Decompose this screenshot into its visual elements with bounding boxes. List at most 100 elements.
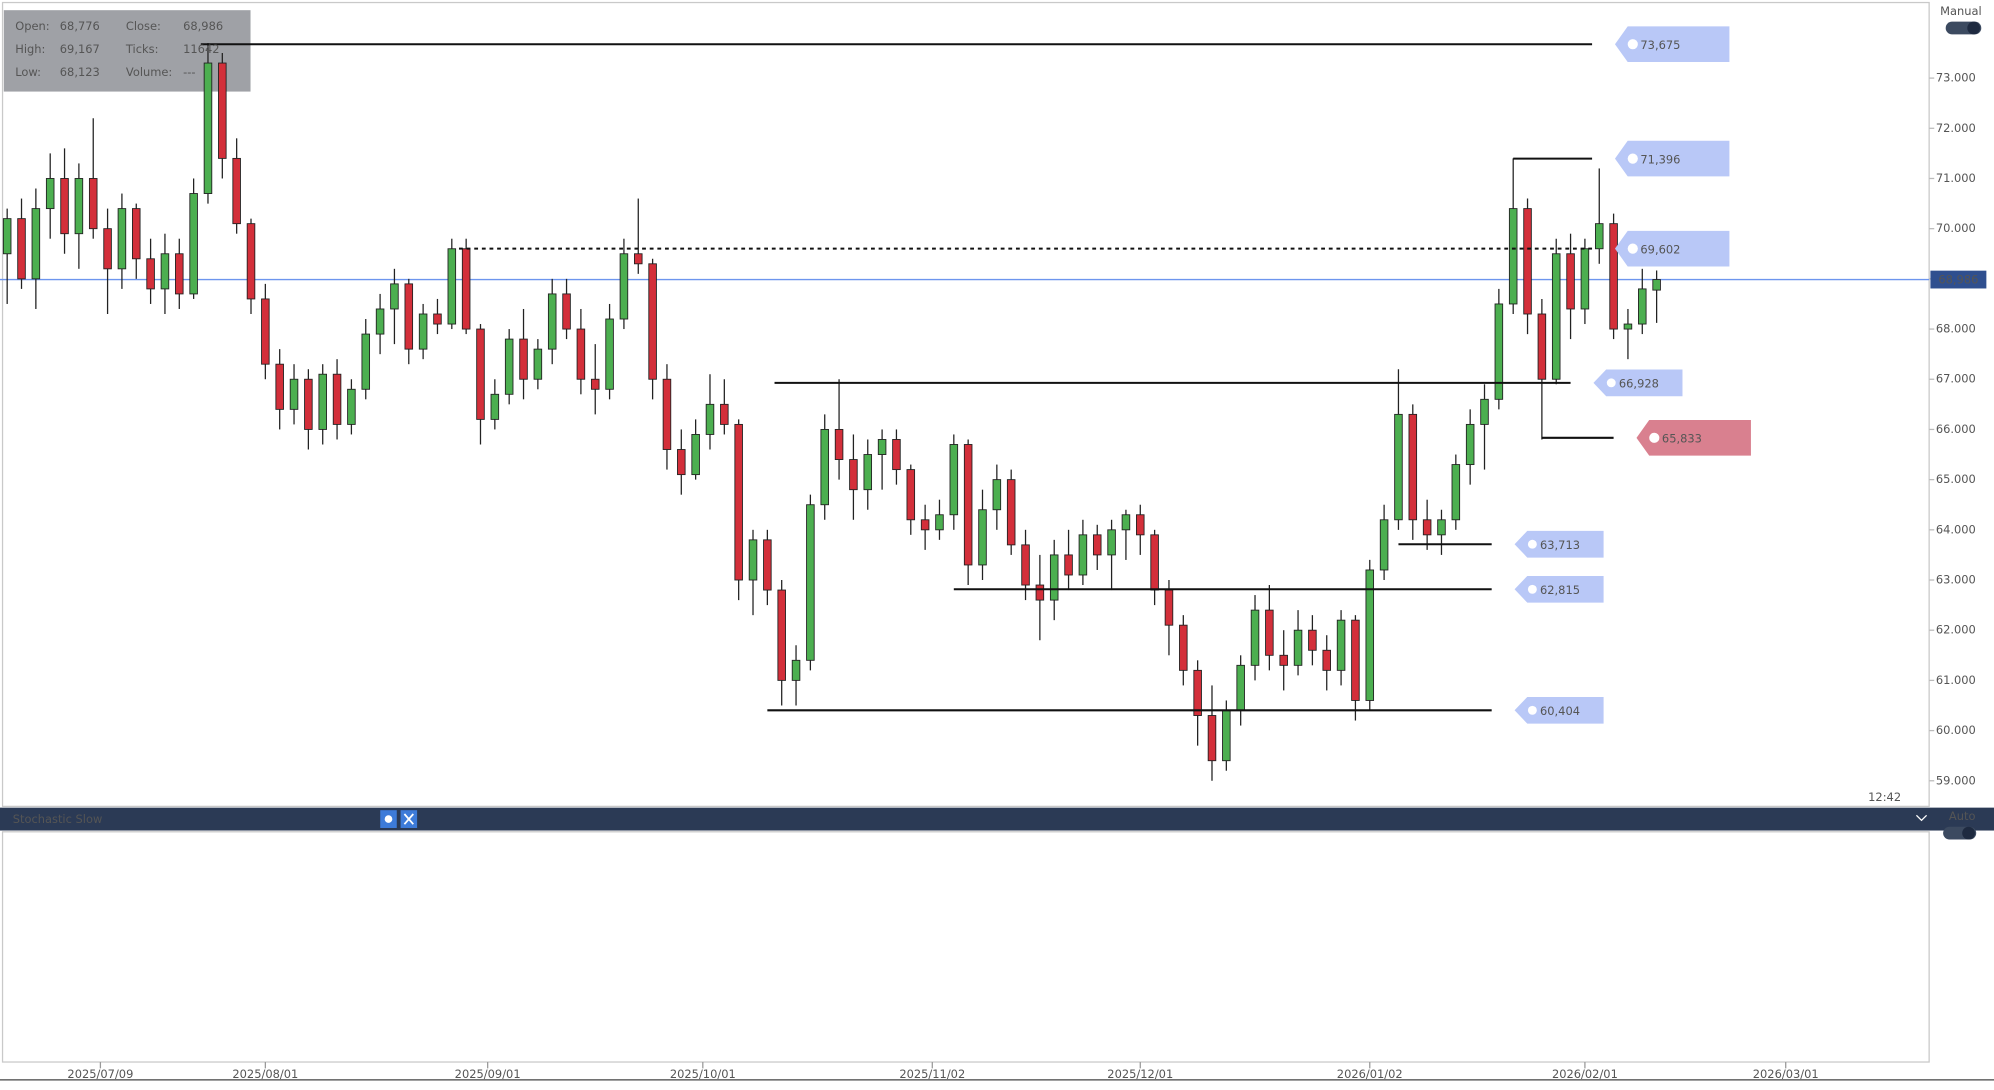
candle-body [318, 373, 327, 430]
candle-body [246, 223, 256, 300]
candle-body [1121, 514, 1131, 531]
candle-body [74, 178, 84, 235]
candle-body [1408, 413, 1418, 521]
candle-body [562, 293, 571, 330]
candle-body [849, 459, 858, 491]
candle-body [476, 328, 485, 420]
level-tag [1614, 26, 1730, 63]
collapse-icon[interactable] [1915, 814, 1928, 822]
candle-body [1021, 544, 1030, 586]
info-label: Close: [126, 19, 161, 33]
candle-body [131, 208, 141, 260]
candle-body [1551, 253, 1561, 380]
candle-body [203, 62, 213, 194]
candle-body [892, 439, 901, 471]
stochastic-pane [1, 831, 1930, 1063]
candle-body [361, 333, 371, 390]
level-tag [1514, 696, 1604, 724]
candle-body [920, 519, 930, 531]
candle-body [634, 253, 643, 265]
indicator-header [0, 807, 1994, 831]
x-tick-label: 2025/07/09 [67, 1067, 133, 1081]
candle-body [949, 444, 959, 516]
candle-body [1150, 534, 1159, 591]
candle-body [519, 338, 528, 380]
candle-body [433, 313, 442, 325]
candle-body [605, 318, 614, 390]
candle-body [820, 428, 829, 506]
info-value: --- [183, 65, 195, 79]
candle-body [332, 373, 342, 425]
y-tick-label: 71.000 [1936, 171, 1976, 185]
candle-body [2, 218, 12, 255]
candle-body [1049, 554, 1059, 601]
candle-body [677, 449, 686, 476]
candle-body [1609, 223, 1618, 330]
candle-body [1523, 208, 1532, 315]
candle-body [863, 454, 873, 491]
candle-body [447, 248, 457, 325]
candle-body [576, 328, 586, 380]
candle-body [60, 178, 69, 235]
y-tick-label: 67.000 [1936, 372, 1976, 386]
level-label: 71,396 [1640, 152, 1680, 166]
candle-body [175, 253, 184, 295]
candle-body [763, 539, 772, 591]
candle-body [1179, 624, 1188, 671]
candle-body [1638, 288, 1647, 325]
candle-body [935, 514, 944, 531]
candle-body [691, 434, 700, 476]
level-tag [1636, 420, 1751, 456]
candle-body [1451, 464, 1461, 521]
candle-body [390, 283, 399, 310]
candle-body [791, 659, 801, 681]
y-tick-label: 70.000 [1936, 221, 1976, 235]
candle-body [877, 439, 887, 455]
candle-body [1193, 669, 1202, 716]
candle-body [504, 338, 514, 395]
candle-body [705, 403, 715, 435]
candle-body [375, 308, 385, 335]
x-tick-label: 2025/10/01 [670, 1067, 736, 1081]
level-tag [1593, 369, 1683, 397]
candle-body [146, 258, 155, 290]
candle-body [232, 157, 241, 225]
y-tick-label: 61.000 [1936, 673, 1976, 687]
candle-body [45, 178, 55, 210]
candle-body [275, 363, 284, 410]
x-tick-label: 2026/01/02 [1337, 1067, 1403, 1081]
candle-body [404, 283, 414, 350]
candle-body [590, 378, 600, 390]
candle-body [1064, 554, 1073, 576]
y-tick-label: 59.000 [1936, 773, 1976, 787]
info-value: 68,776 [60, 19, 100, 33]
candle-body [1465, 423, 1475, 466]
candle-body [1336, 619, 1346, 671]
candle-body [160, 253, 170, 290]
candle-body [1136, 514, 1145, 536]
level-tag-dot [1606, 378, 1616, 388]
candle-body [1394, 413, 1403, 521]
info-label: Volume: [126, 65, 172, 79]
last-price-tag [1930, 270, 1987, 289]
candle-body [1250, 609, 1260, 666]
close-icon [403, 813, 414, 825]
clock: 12:42 [1868, 790, 1901, 804]
candle-body [261, 298, 270, 365]
candle-body [117, 208, 127, 270]
candle-body [992, 479, 1002, 511]
manual-toggle-knob [1967, 21, 1981, 35]
settings-icon [384, 815, 393, 823]
candle-body [1594, 223, 1604, 250]
candle-body [31, 208, 41, 280]
level-label: 66,928 [1619, 377, 1659, 391]
level-label: 63,713 [1540, 538, 1580, 552]
y-tick-label: 60.000 [1936, 723, 1976, 737]
mode-label: Manual [1940, 4, 1982, 18]
y-tick-label: 64.000 [1936, 522, 1976, 536]
candle-body [1107, 529, 1116, 556]
price-pane [1, 1, 1930, 808]
level-tag-dot [1649, 432, 1660, 443]
